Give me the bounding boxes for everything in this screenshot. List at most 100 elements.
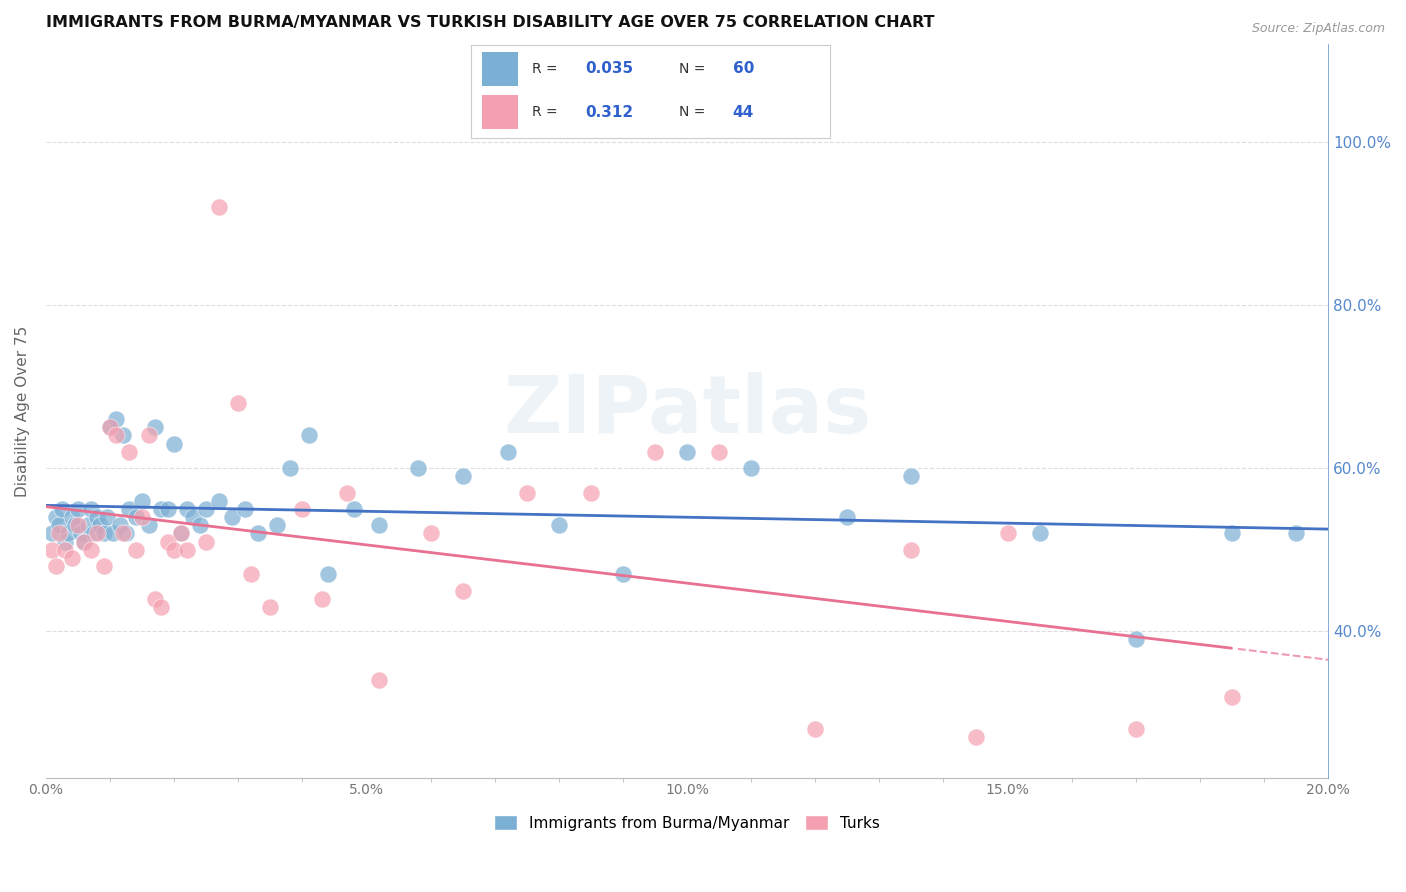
Text: N =: N = (679, 62, 710, 76)
Point (1125, 723, 1147, 737)
Point (45, 510, 67, 524)
Point (111, 526, 134, 541)
Point (496, 444, 519, 458)
Point (1285, 526, 1308, 541)
Point (86, 526, 108, 541)
Point (1028, 526, 1050, 541)
Point (66, 501, 89, 516)
Point (169, 526, 191, 541)
Point (900, 469, 922, 483)
Point (368, 518, 391, 533)
FancyBboxPatch shape (482, 52, 517, 86)
Point (111, 428, 134, 442)
Point (150, 599, 173, 614)
Point (156, 501, 179, 516)
Point (240, 567, 263, 582)
Text: IMMIGRANTS FROM BURMA/MYANMAR VS TURKISH DISABILITY AGE OVER 75 CORRELATION CHAR: IMMIGRANTS FROM BURMA/MYANMAR VS TURKISH… (46, 15, 935, 30)
Text: 60: 60 (733, 62, 754, 77)
FancyBboxPatch shape (482, 95, 517, 129)
Point (115, 526, 138, 541)
Point (233, 501, 256, 516)
Point (579, 485, 602, 500)
Point (837, 510, 859, 524)
Point (105, 412, 128, 426)
Point (1220, 526, 1243, 541)
Point (163, 542, 186, 557)
Point (143, 591, 166, 606)
Point (368, 673, 391, 688)
Point (259, 599, 281, 614)
Point (60, 510, 83, 524)
Text: R =: R = (531, 105, 562, 119)
Point (80, 542, 103, 557)
Point (965, 731, 987, 745)
Point (103, 526, 125, 541)
Point (150, 501, 173, 516)
Point (138, 428, 160, 442)
Point (451, 583, 474, 598)
Point (226, 396, 249, 410)
Point (644, 444, 666, 458)
Point (278, 461, 301, 475)
Point (131, 493, 153, 508)
Point (707, 444, 730, 458)
Point (125, 510, 148, 524)
Point (93, 559, 115, 574)
Point (143, 420, 166, 434)
Point (291, 501, 314, 516)
Point (98, 420, 121, 434)
Point (311, 591, 333, 606)
Point (131, 510, 153, 524)
Text: 0.035: 0.035 (586, 62, 634, 77)
Point (53, 534, 76, 549)
Point (1220, 690, 1243, 704)
Point (547, 518, 569, 533)
Point (76, 518, 98, 533)
Point (66, 518, 89, 533)
Point (118, 444, 141, 458)
Point (246, 526, 269, 541)
Point (48, 518, 70, 533)
Point (60, 550, 83, 565)
Point (221, 510, 243, 524)
Point (316, 567, 339, 582)
Point (176, 542, 198, 557)
Point (208, 200, 231, 214)
Point (195, 534, 218, 549)
Point (83, 526, 105, 541)
Point (997, 526, 1019, 541)
Legend: Immigrants from Burma/Myanmar, Turks: Immigrants from Burma/Myanmar, Turks (488, 808, 886, 837)
Text: ZIPatlas: ZIPatlas (503, 372, 872, 450)
Point (70, 526, 93, 541)
Text: 0.312: 0.312 (586, 104, 634, 120)
Point (676, 444, 699, 458)
Point (156, 534, 179, 549)
Text: 44: 44 (733, 104, 754, 120)
Point (48, 526, 70, 541)
Point (51, 501, 73, 516)
Point (208, 493, 231, 508)
Point (58, 526, 80, 541)
Point (343, 501, 366, 516)
Point (41, 542, 63, 557)
Text: Source: ZipAtlas.com: Source: ZipAtlas.com (1251, 22, 1385, 36)
Point (105, 428, 128, 442)
Point (419, 526, 441, 541)
Text: R =: R = (531, 62, 562, 76)
Point (195, 501, 218, 516)
Point (93, 526, 115, 541)
Point (406, 461, 429, 475)
Point (73, 534, 96, 549)
Point (900, 542, 922, 557)
Point (169, 526, 191, 541)
Point (63, 518, 86, 533)
Point (176, 501, 198, 516)
Point (53, 542, 76, 557)
Point (125, 542, 148, 557)
Point (1125, 632, 1147, 647)
Point (118, 501, 141, 516)
Point (183, 510, 205, 524)
Point (740, 461, 762, 475)
Point (612, 567, 634, 582)
Point (188, 518, 211, 533)
